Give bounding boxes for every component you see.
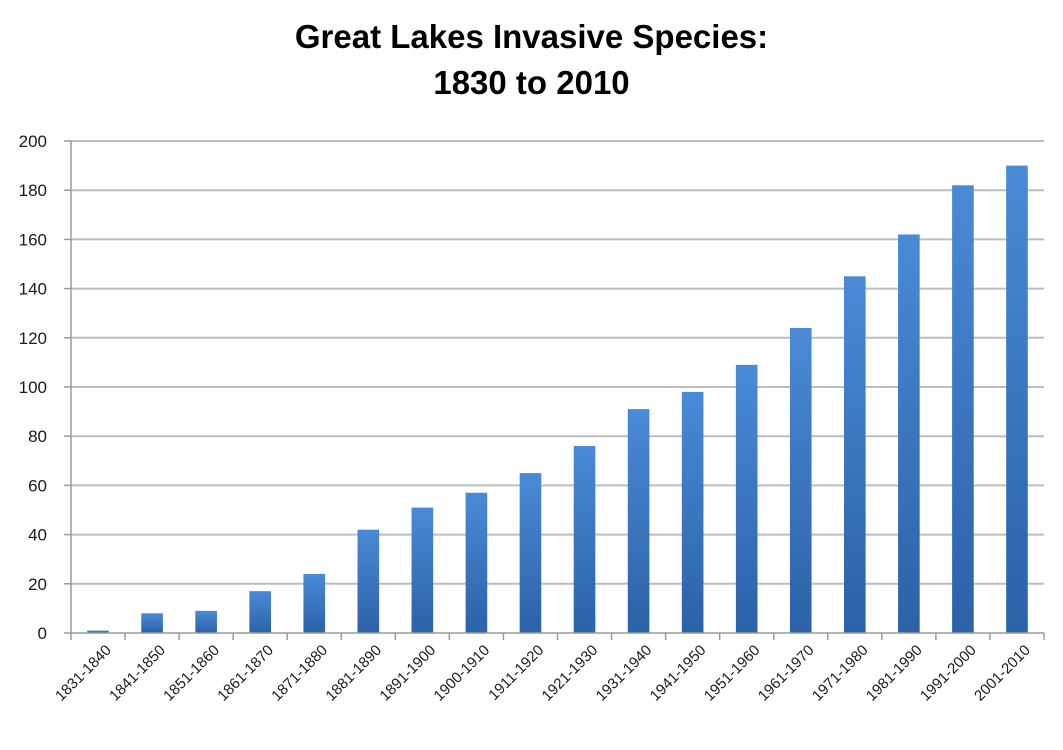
x-tick-label: 1881-1890	[322, 642, 385, 705]
bar	[789, 327, 812, 633]
y-tick-label: 140	[19, 280, 47, 299]
x-tick-label: 1851-1860	[160, 642, 223, 705]
y-tick-label: 120	[19, 329, 47, 348]
bar	[627, 409, 650, 633]
x-tick-label: 2001-2010	[971, 642, 1034, 705]
chart-title: Great Lakes Invasive Species:	[294, 18, 769, 55]
x-tick-label: 1831-1840	[52, 642, 115, 705]
y-tick-label: 60	[28, 476, 47, 495]
x-tick-label: 1900-1910	[431, 642, 494, 705]
y-tick-label: 0	[38, 624, 47, 643]
y-tick-label: 200	[19, 132, 47, 151]
bar	[303, 573, 326, 633]
bar	[87, 630, 109, 633]
bar	[141, 613, 163, 633]
bar	[843, 276, 866, 633]
bar	[952, 185, 974, 633]
y-tick-labels: 0 20 40 60 80 100 120 140 160 180 200	[19, 132, 47, 643]
x-tick-label: 1871-1880	[268, 642, 331, 705]
bar	[357, 529, 380, 633]
x-tick-label: 1991-2000	[917, 642, 980, 705]
y-tick-label: 40	[28, 526, 47, 545]
bar	[519, 473, 542, 633]
axes	[64, 140, 1045, 640]
bar	[573, 446, 596, 633]
x-tick-label: 1841-1850	[106, 642, 169, 705]
x-tick-label: 1981-1990	[863, 642, 926, 705]
x-tick-label: 1961-1970	[755, 642, 818, 705]
y-tick-label: 160	[19, 230, 47, 249]
y-tick-label: 80	[28, 427, 47, 446]
x-tick-label: 1971-1980	[809, 642, 872, 705]
x-tick-label: 1941-1950	[647, 642, 710, 705]
y-tick-label: 20	[28, 575, 47, 594]
bar	[249, 591, 272, 633]
bar	[195, 610, 217, 633]
x-tick-labels: 1831-18401841-18501851-18601861-18701871…	[52, 642, 1034, 705]
x-tick-label: 1921-1930	[539, 642, 602, 705]
chart-subtitle: 1830 to 2010	[433, 64, 630, 101]
chart-title-block: Great Lakes Invasive Species: 1830 to 20…	[0, 14, 1063, 106]
bar	[898, 234, 920, 634]
bar	[411, 507, 434, 633]
bar	[735, 364, 758, 633]
gridlines	[71, 140, 1044, 585]
x-tick-label: 1931-1940	[593, 642, 656, 705]
y-tick-label: 100	[19, 378, 47, 397]
bars	[87, 165, 1028, 634]
x-tick-label: 1861-1870	[214, 642, 277, 705]
x-tick-label: 1951-1960	[701, 642, 764, 705]
x-tick-label: 1891-1900	[376, 642, 439, 705]
y-tick-label: 180	[19, 181, 47, 200]
bar	[681, 391, 704, 633]
x-tick-label: 1911-1920	[485, 642, 547, 704]
bar	[465, 492, 488, 633]
bar	[1006, 165, 1028, 633]
